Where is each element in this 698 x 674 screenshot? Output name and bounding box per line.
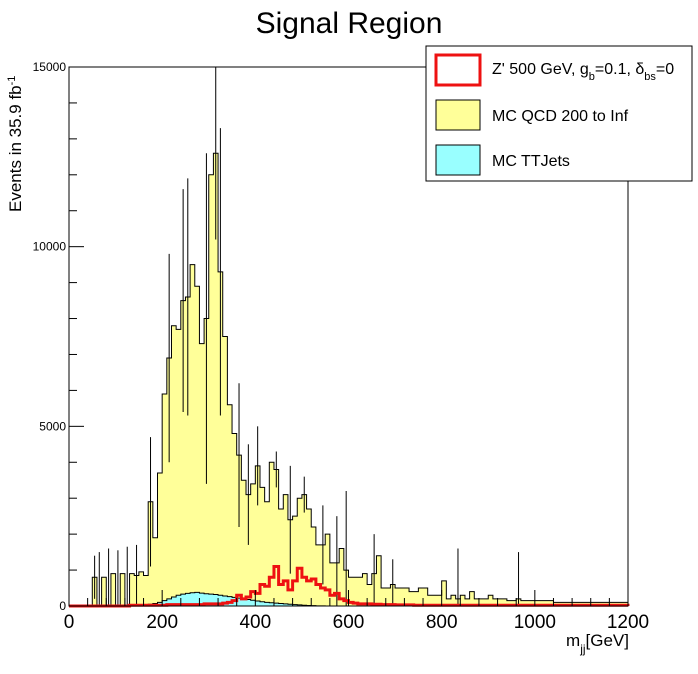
- plot-layer: [69, 67, 630, 608]
- x-tick-label: 0: [64, 612, 75, 633]
- x-tick-label: 200: [146, 612, 178, 633]
- legend-swatch-zprime: [434, 53, 482, 87]
- x-tick-label: 800: [426, 612, 458, 633]
- chart-title: Signal Region: [256, 7, 443, 40]
- x-tick-label: 1200: [607, 612, 649, 633]
- x-tick-label: 400: [239, 612, 271, 633]
- legend-label-ttjets: MC TTJets: [492, 153, 570, 170]
- x-axis-label: mjj[GeV]: [566, 631, 629, 656]
- y-axis-label: Events in 35.9 fb-1: [6, 76, 25, 212]
- zprime-signal-line: [69, 564, 630, 608]
- legend-swatch-qcd: [435, 99, 481, 131]
- x-tick-label: 600: [333, 612, 365, 633]
- y-tick-label: 15000: [33, 60, 67, 74]
- y-tick-label: 0: [59, 599, 66, 613]
- x-tick-label: 1000: [514, 612, 556, 633]
- qcd-histogram: [69, 152, 629, 607]
- legend-label-zprime: Z' 500 GeV, gb=0.1, δbs=0: [492, 61, 674, 83]
- legend-swatch-ttjets: [435, 144, 481, 176]
- y-tick-label: 10000: [33, 240, 67, 254]
- legend: Z' 500 GeV, gb=0.1, δbs=0 MC QCD 200 to …: [425, 45, 693, 182]
- legend-label-qcd: MC QCD 200 to Inf: [492, 108, 629, 125]
- axes: 0 5000 10000 15000 0 200 400 600 800 1000 1200: [33, 60, 650, 633]
- y-tick-label: 5000: [39, 419, 66, 433]
